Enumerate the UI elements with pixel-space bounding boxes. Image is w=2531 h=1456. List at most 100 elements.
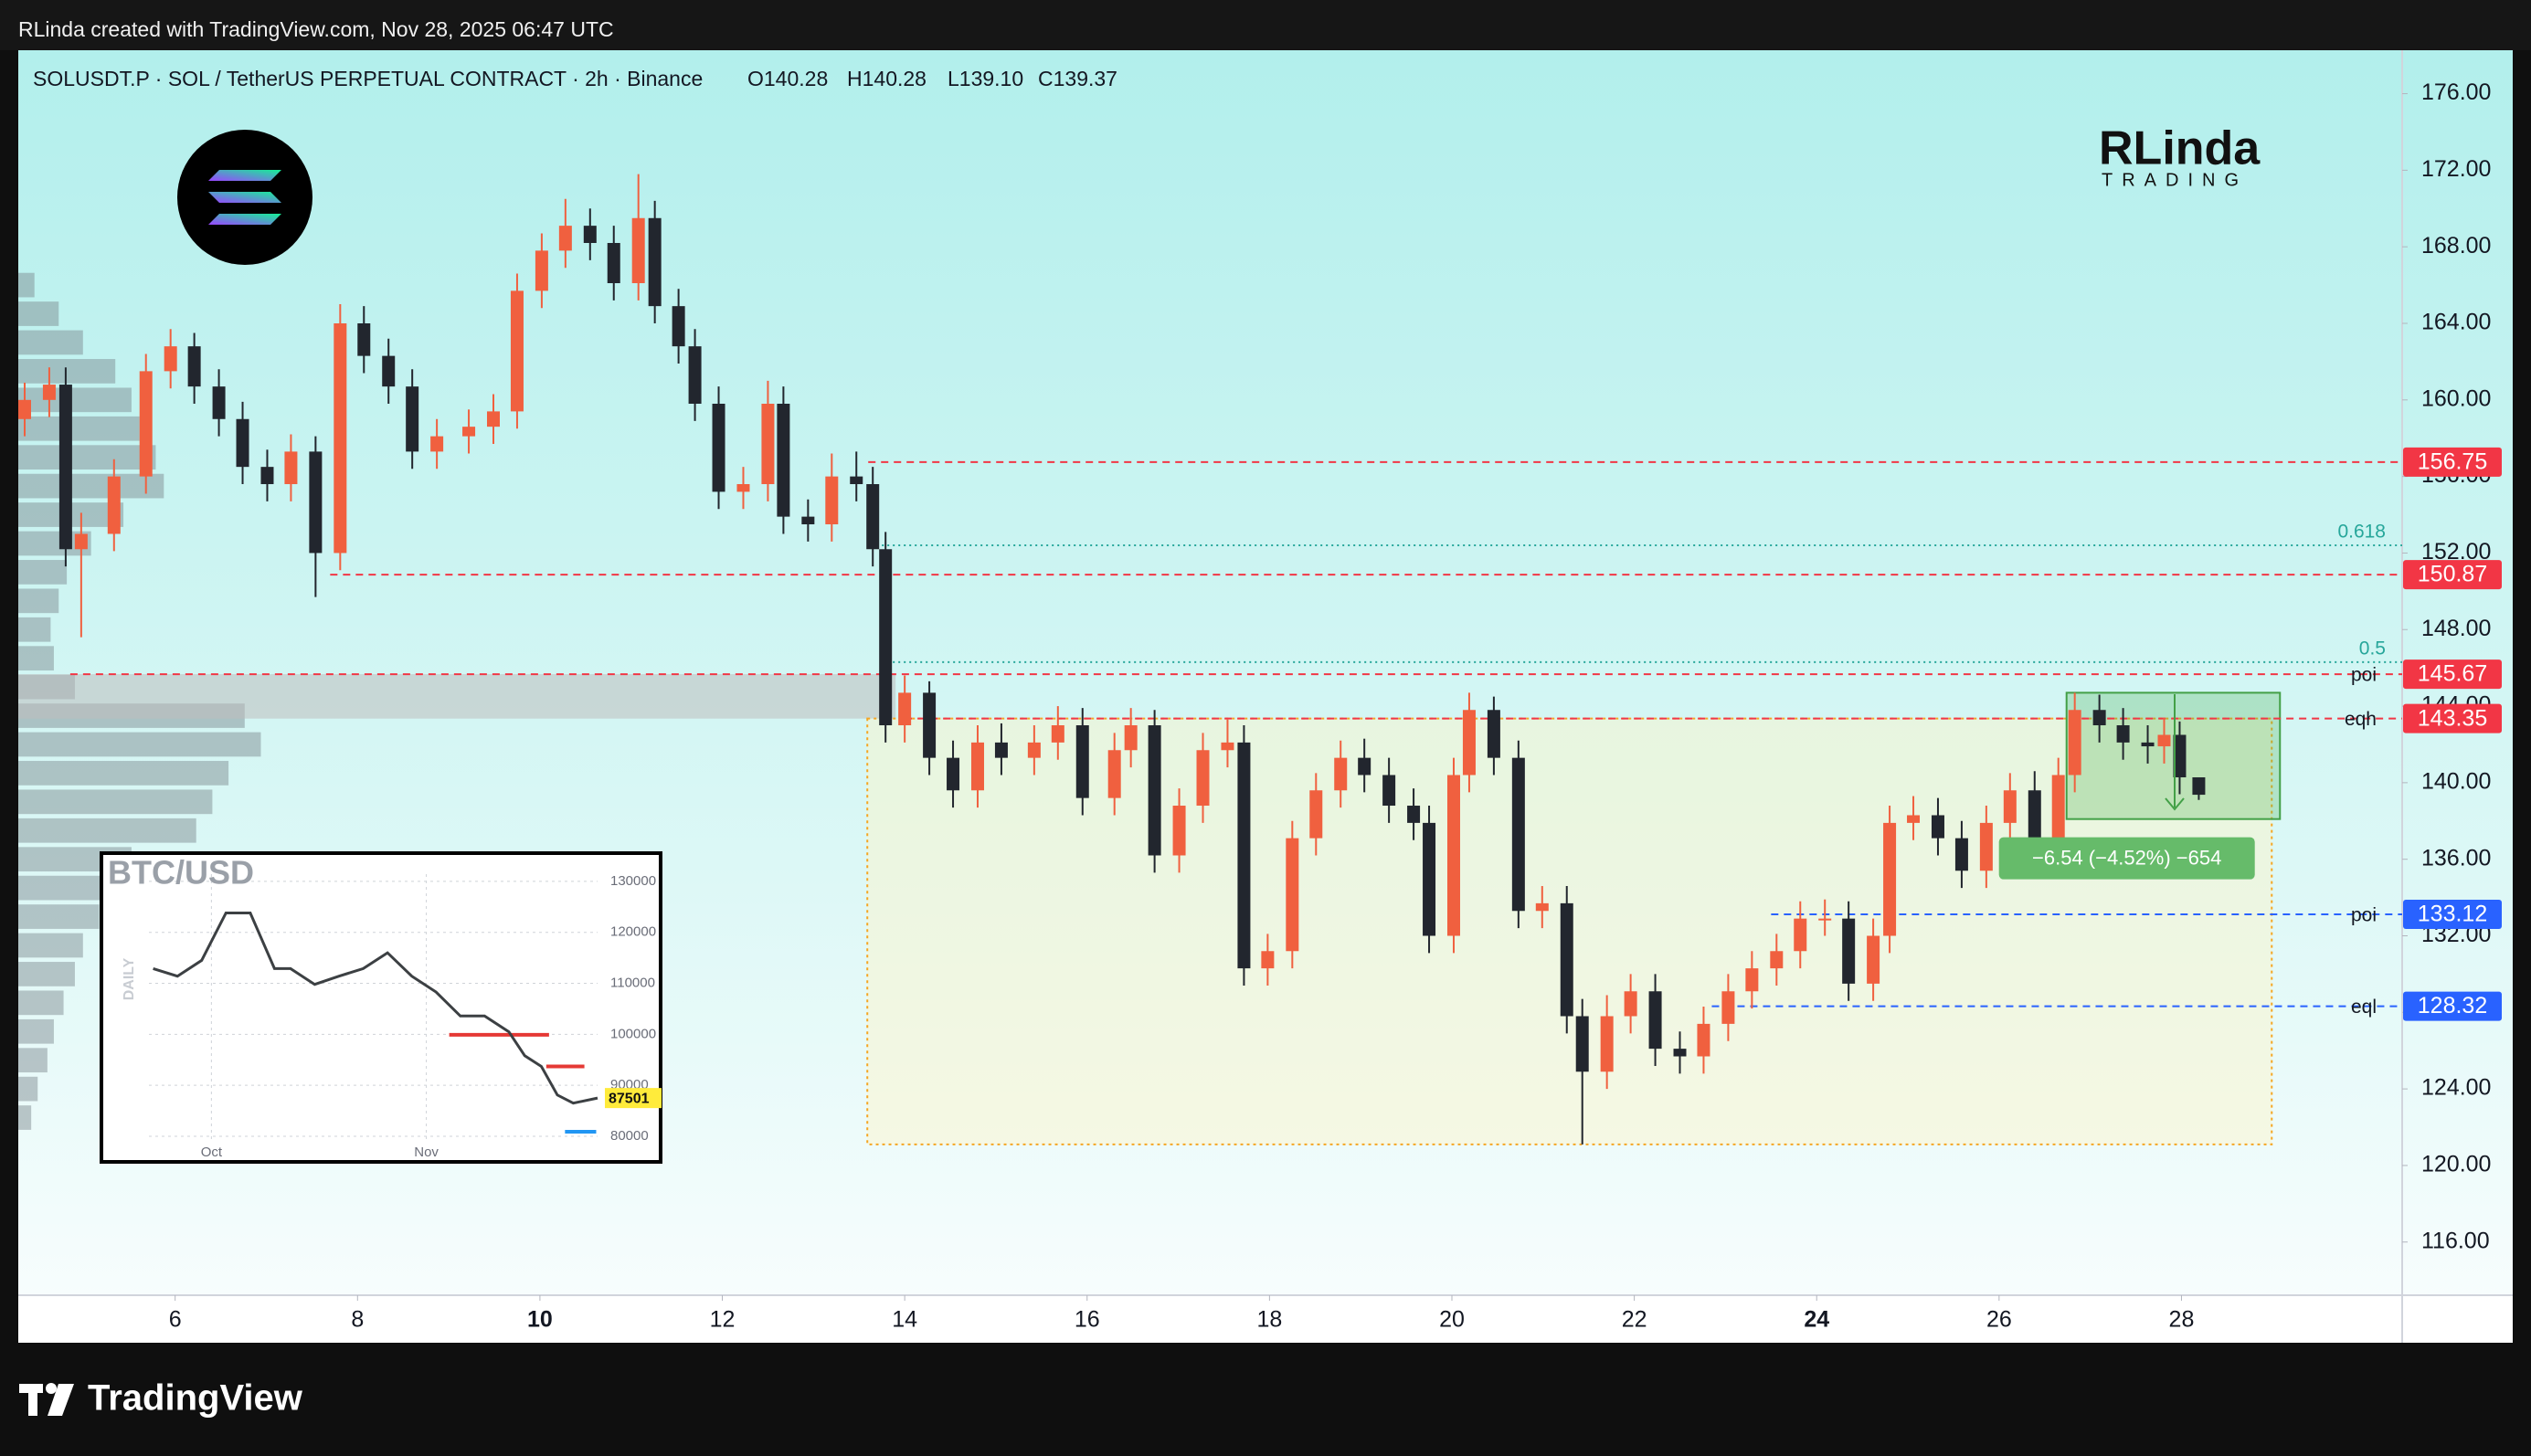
candle-body (1842, 918, 1856, 984)
candle-body (2028, 790, 2041, 839)
ohlc-label: O140.28 (747, 67, 828, 90)
candle-body (1382, 775, 1396, 807)
candle-body (236, 418, 249, 468)
inset-line (153, 912, 598, 1105)
candle-body (1237, 742, 1251, 969)
candle-body (1423, 822, 1436, 936)
inset-y-tick-label: 110000 (610, 976, 655, 991)
symbol-title: SOLUSDT.P · SOL / TetherUS PERPETUAL CON… (33, 67, 703, 90)
candle-body (1794, 918, 1807, 952)
candle-body (1196, 750, 1210, 807)
candle-body (1075, 725, 1089, 798)
volume-profile-bar (18, 473, 164, 499)
price-tag (2403, 659, 2502, 690)
candle-body (1600, 1016, 1614, 1072)
x-tick-label: 16 (1075, 1307, 1100, 1333)
price-tag (2403, 900, 2502, 930)
candle-body (2068, 710, 2081, 775)
ohlc-label: L139.10 (948, 67, 1023, 90)
candle-body (1107, 750, 1121, 798)
brand-logo-tagline: TRADING (2102, 170, 2248, 190)
volume-profile-bar (18, 1105, 32, 1130)
x-tick-label: 12 (710, 1307, 736, 1333)
level-tag: poi (2351, 905, 2377, 926)
y-tick-label: 172.00 (2421, 156, 2491, 182)
time-axis-background (18, 1295, 2513, 1343)
candle-body (1721, 991, 1735, 1024)
candle-body (74, 533, 88, 550)
candle-body (1575, 1016, 1589, 1072)
footer-brand: TradingView (88, 1378, 303, 1419)
volume-profile-bar (18, 933, 83, 958)
inset-last-price-box (605, 1088, 662, 1109)
y-tick-label: 160.00 (2421, 385, 2491, 411)
x-tick-label: 22 (1622, 1307, 1647, 1333)
candle-body (994, 742, 1008, 758)
candle-body (17, 399, 31, 419)
candle-body (430, 436, 444, 452)
candle-body (1027, 742, 1041, 758)
x-tick-label: 20 (1439, 1307, 1465, 1333)
x-tick-label: 10 (527, 1307, 553, 1333)
level-tag: eqh (2345, 709, 2377, 730)
candle-body (1358, 757, 1371, 775)
volume-profile-bar (18, 617, 51, 642)
candle-body (688, 346, 702, 405)
tv-logo-part (28, 1384, 37, 1416)
y-tick-label: 164.00 (2421, 310, 2491, 335)
x-tick-label: 28 (2169, 1307, 2195, 1333)
volume-profile-bar (18, 416, 140, 441)
candle-body (1818, 918, 1832, 921)
candle-body (1124, 725, 1138, 751)
candle-body (2051, 775, 2065, 839)
candle-body (357, 323, 371, 356)
candle-body (1487, 710, 1500, 758)
volume-profile-bar (18, 1076, 38, 1102)
fib-label: 0.618 (2337, 522, 2386, 543)
price-tag (2403, 447, 2502, 477)
x-tick-label: 24 (1804, 1307, 1829, 1333)
level-tag: poi (2351, 665, 2377, 686)
brand-logo-name: RLinda (2099, 122, 2261, 175)
x-tick-label: 26 (1986, 1307, 2012, 1333)
candle-body (164, 346, 177, 372)
volume-profile-bar (18, 962, 75, 986)
price-tag-label: 143.35 (2418, 705, 2487, 731)
candle-body (139, 371, 153, 477)
candle-body (187, 346, 201, 387)
candle-body (1560, 902, 1573, 1017)
candle-body (1334, 757, 1348, 791)
x-tick-label: 8 (351, 1307, 364, 1333)
candle-body (970, 742, 984, 791)
measure-arrow-head (2165, 797, 2185, 811)
candle-body (1931, 815, 1944, 839)
volume-profile-bar (18, 301, 59, 326)
candle-body (1462, 710, 1476, 775)
volume-profile-bar (18, 588, 59, 614)
measure-label: −6.54 (−4.52%) −654 (2032, 846, 2221, 869)
tv-logo (19, 1383, 74, 1416)
candle-body (736, 484, 750, 492)
candle-body (607, 242, 620, 283)
candle-body (42, 385, 56, 400)
sol-logo-bar (208, 170, 281, 181)
volume-profile-bar (18, 875, 116, 901)
candle-body (583, 226, 597, 243)
candle-body (107, 476, 121, 534)
credit: RLinda created with TradingView.com, Nov… (18, 17, 614, 41)
plot: SOLUSDT.P · SOL / TetherUS PERPETUAL CON… (17, 67, 2502, 1333)
candle-body (1051, 725, 1064, 743)
candle-body (866, 484, 880, 550)
y-tick-label: 168.00 (2421, 233, 2491, 258)
candle-body (1979, 822, 1993, 871)
candle-body (1446, 775, 1460, 936)
y-tick-label: 124.00 (2421, 1075, 2491, 1101)
fib-label: 0.5 (2359, 638, 2386, 659)
candle-body (2141, 742, 2155, 747)
x-tick-label: 14 (892, 1307, 917, 1333)
y-tick-label: 136.00 (2421, 845, 2491, 870)
inset-y-tick-label: 100000 (610, 1026, 656, 1041)
candle-body (1221, 742, 1234, 751)
candle-body (777, 404, 790, 517)
